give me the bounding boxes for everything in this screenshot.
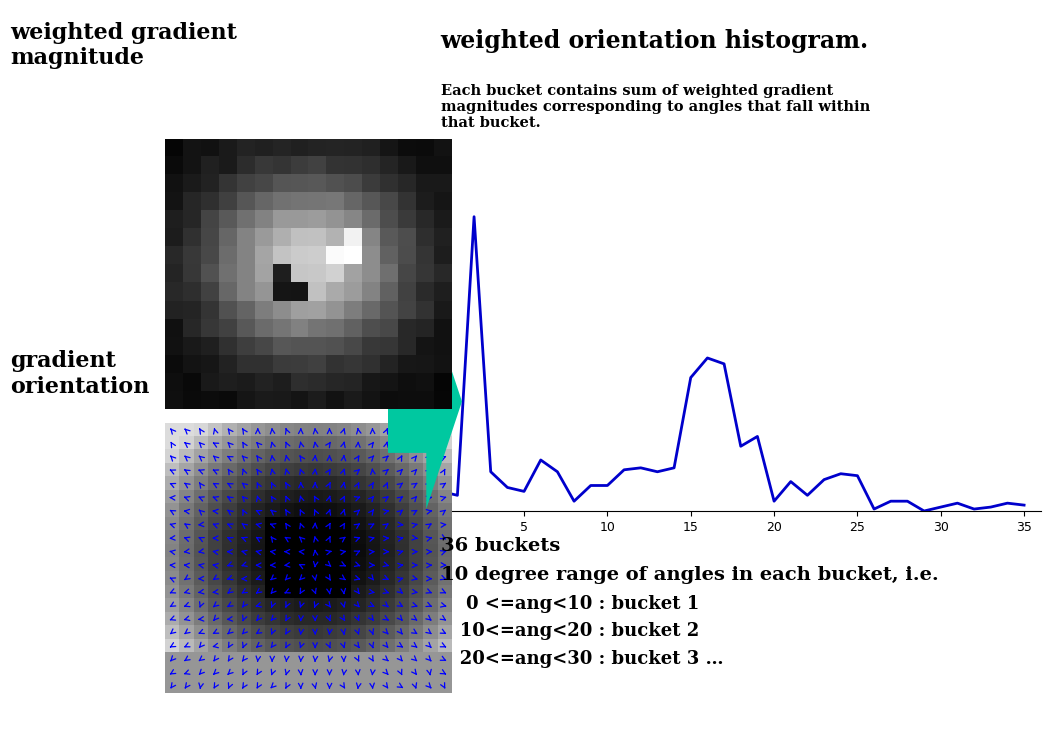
Text: 10 degree range of angles in each bucket, i.e.: 10 degree range of angles in each bucket… bbox=[441, 566, 939, 584]
Text: 0 <=ang<10 : bucket 1: 0 <=ang<10 : bucket 1 bbox=[441, 595, 699, 613]
Text: weighted orientation histogram.: weighted orientation histogram. bbox=[441, 29, 869, 53]
Text: 36 buckets: 36 buckets bbox=[441, 537, 560, 555]
Text: gradient
orientation: gradient orientation bbox=[11, 350, 150, 398]
Text: weighted gradient
magnitude: weighted gradient magnitude bbox=[11, 22, 238, 69]
Text: 10<=ang<20 : bucket 2: 10<=ang<20 : bucket 2 bbox=[441, 622, 699, 640]
Polygon shape bbox=[388, 294, 462, 509]
Text: Each bucket contains sum of weighted gradient
magnitudes corresponding to angles: Each bucket contains sum of weighted gra… bbox=[441, 84, 870, 131]
Text: 20<=ang<30 : bucket 3 …: 20<=ang<30 : bucket 3 … bbox=[441, 650, 723, 668]
